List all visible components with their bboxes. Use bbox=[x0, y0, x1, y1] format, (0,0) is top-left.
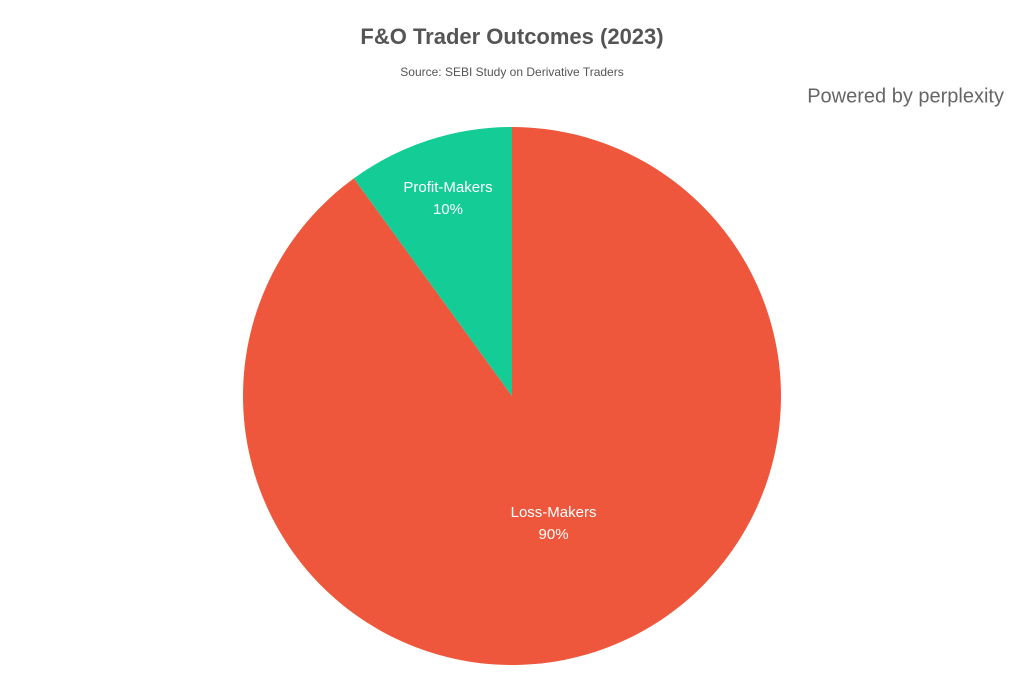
chart-title: F&O Trader Outcomes (2023) bbox=[360, 24, 663, 49]
slice-label: Profit-Makers bbox=[403, 179, 492, 196]
slice-value-label: 10% bbox=[433, 201, 463, 218]
slice-label: Loss-Makers bbox=[511, 504, 597, 521]
slice-value-label: 90% bbox=[539, 526, 569, 543]
branding: Powered by perplexity bbox=[807, 85, 1004, 107]
pie-slice bbox=[353, 127, 512, 396]
chart-subtitle: Source: SEBI Study on Derivative Traders bbox=[400, 65, 623, 79]
